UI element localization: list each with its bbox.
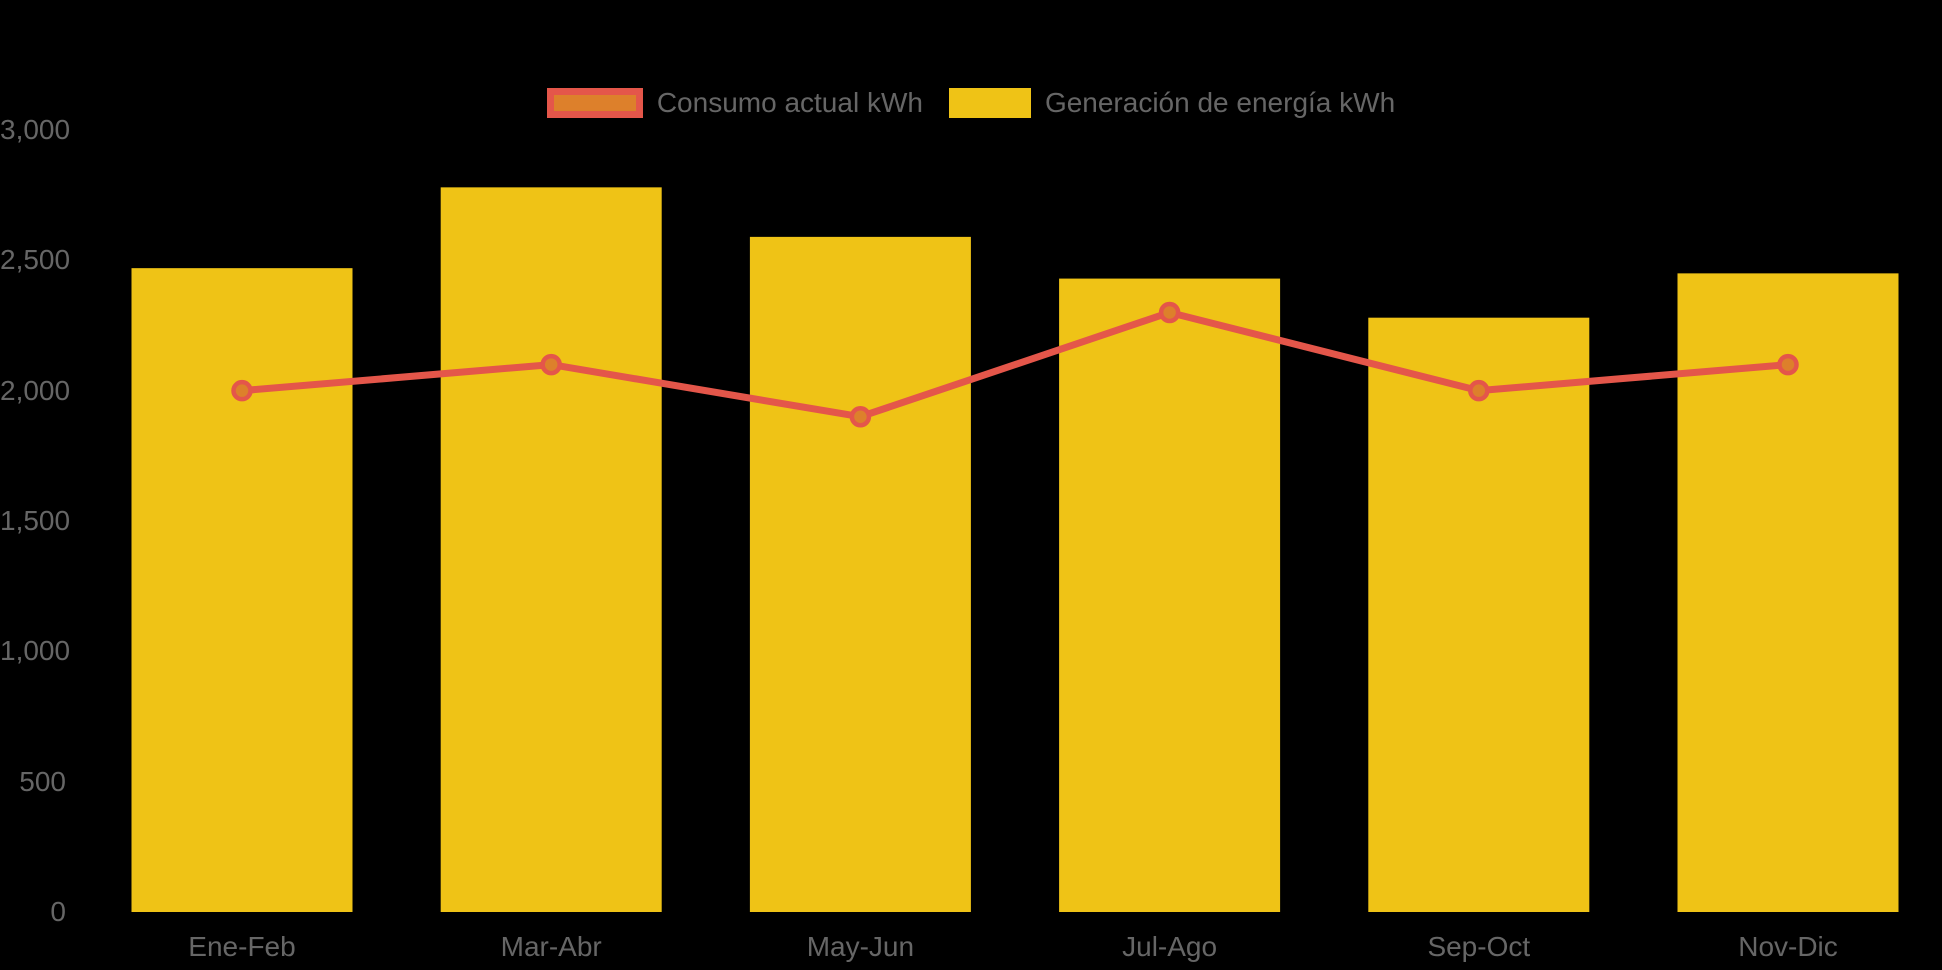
legend-label-consumo: Consumo actual kWh <box>656 87 923 118</box>
consumo-line-point[interactable] <box>231 379 253 402</box>
legend-item-consumo[interactable]: Consumo actual kWh <box>546 87 923 119</box>
bar-generacion[interactable] <box>1368 317 1590 912</box>
legend-label-generacion: Generación de energía kWh <box>1044 87 1396 118</box>
consumo-line-point[interactable] <box>1468 379 1490 402</box>
y-axis-tick-label: 1,000 <box>0 635 71 667</box>
legend-swatch-generacion-icon <box>948 88 1031 118</box>
consumo-line-point[interactable] <box>849 405 872 428</box>
x-axis-label: Sep-Oct <box>1427 931 1531 962</box>
legend-item-generacion[interactable]: Generación de energía kWh <box>948 87 1396 119</box>
x-axis-label: Ene-Feb <box>188 931 296 962</box>
legend: Consumo actual kWh Generación de energía… <box>0 86 1942 120</box>
legend-swatch-consumo-icon <box>546 88 643 118</box>
y-axis-tick-label: 2,500 <box>0 244 71 276</box>
bar-generacion[interactable] <box>440 187 662 912</box>
y-axis-tick-label: 0 <box>50 896 66 927</box>
x-axis-label: Mar-Abr <box>500 931 602 962</box>
x-axis-label: May-Jun <box>806 931 915 962</box>
y-axis-tick-label: 3,000 <box>0 114 71 145</box>
y-axis-tick-label: 2,000 <box>0 374 71 406</box>
bar-generacion[interactable] <box>1677 273 1899 912</box>
y-axis-tick-label: 1,500 <box>0 505 71 536</box>
bar-generacion[interactable] <box>131 268 353 912</box>
y-axis-tick-label: 500 <box>19 765 66 797</box>
bar-generacion[interactable] <box>1059 278 1281 913</box>
bar-generacion[interactable] <box>749 236 971 912</box>
x-axis-label: Nov-Dic <box>1738 931 1838 962</box>
consumo-line-point[interactable] <box>1777 353 1799 376</box>
consumo-line <box>238 308 1792 421</box>
consumo-line-point[interactable] <box>540 353 562 376</box>
x-axis-label: Jul-Ago <box>1122 931 1218 962</box>
consumo-line-point[interactable] <box>1158 301 1181 324</box>
